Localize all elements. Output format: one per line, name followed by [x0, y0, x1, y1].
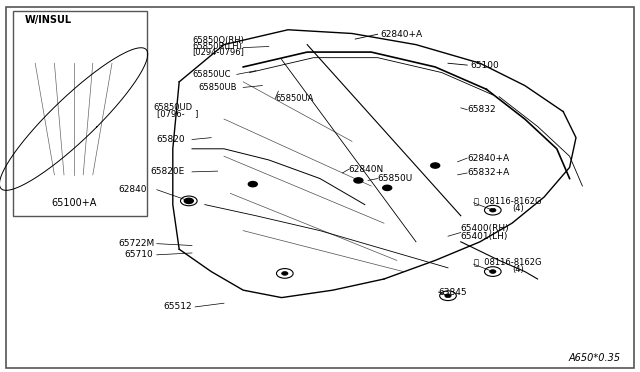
Text: 65832: 65832 — [467, 105, 496, 114]
Circle shape — [383, 185, 392, 190]
Text: 65850Q(RH): 65850Q(RH) — [192, 36, 244, 45]
Text: Ⓑ  08116-8162G: Ⓑ 08116-8162G — [474, 196, 541, 205]
Text: (4): (4) — [512, 265, 524, 274]
Text: 65850UB: 65850UB — [198, 83, 237, 92]
Text: 65512: 65512 — [163, 302, 192, 311]
Text: 62840+A: 62840+A — [381, 30, 423, 39]
Circle shape — [490, 270, 496, 273]
Text: 65820: 65820 — [157, 135, 186, 144]
Circle shape — [282, 272, 288, 275]
Text: 63845: 63845 — [438, 288, 467, 296]
Circle shape — [431, 163, 440, 168]
Text: [0796-    ]: [0796- ] — [157, 109, 198, 118]
Text: 62840N: 62840N — [349, 165, 384, 174]
Text: (4): (4) — [512, 204, 524, 213]
Text: W/INSUL: W/INSUL — [24, 16, 72, 25]
Text: 65850UC: 65850UC — [192, 70, 230, 79]
Text: 62840+A: 62840+A — [467, 154, 509, 163]
Text: 65850U: 65850U — [378, 174, 413, 183]
Circle shape — [445, 294, 451, 298]
Text: [0294-0796]: [0294-0796] — [192, 48, 244, 57]
Text: 65100: 65100 — [470, 61, 499, 70]
Text: 62840: 62840 — [118, 185, 147, 194]
Circle shape — [248, 182, 257, 187]
Text: 65710: 65710 — [125, 250, 154, 259]
Text: 65820E: 65820E — [150, 167, 185, 176]
Text: 65850UD: 65850UD — [154, 103, 193, 112]
Text: 65401(LH): 65401(LH) — [461, 232, 508, 241]
Circle shape — [354, 178, 363, 183]
Text: Ⓑ  08116-8162G: Ⓑ 08116-8162G — [474, 258, 541, 267]
Circle shape — [184, 198, 193, 203]
Circle shape — [186, 199, 192, 203]
Text: 65850R(LH): 65850R(LH) — [192, 42, 242, 51]
Text: A650*0.35: A650*0.35 — [569, 353, 621, 363]
Text: 65722M: 65722M — [118, 239, 155, 248]
Text: 65400(RH): 65400(RH) — [461, 224, 509, 233]
Text: 65850UA: 65850UA — [275, 94, 314, 103]
Text: 65832+A: 65832+A — [467, 169, 509, 177]
Text: 65100+A: 65100+A — [51, 198, 96, 208]
Circle shape — [490, 208, 496, 212]
Bar — [13, 11, 147, 216]
